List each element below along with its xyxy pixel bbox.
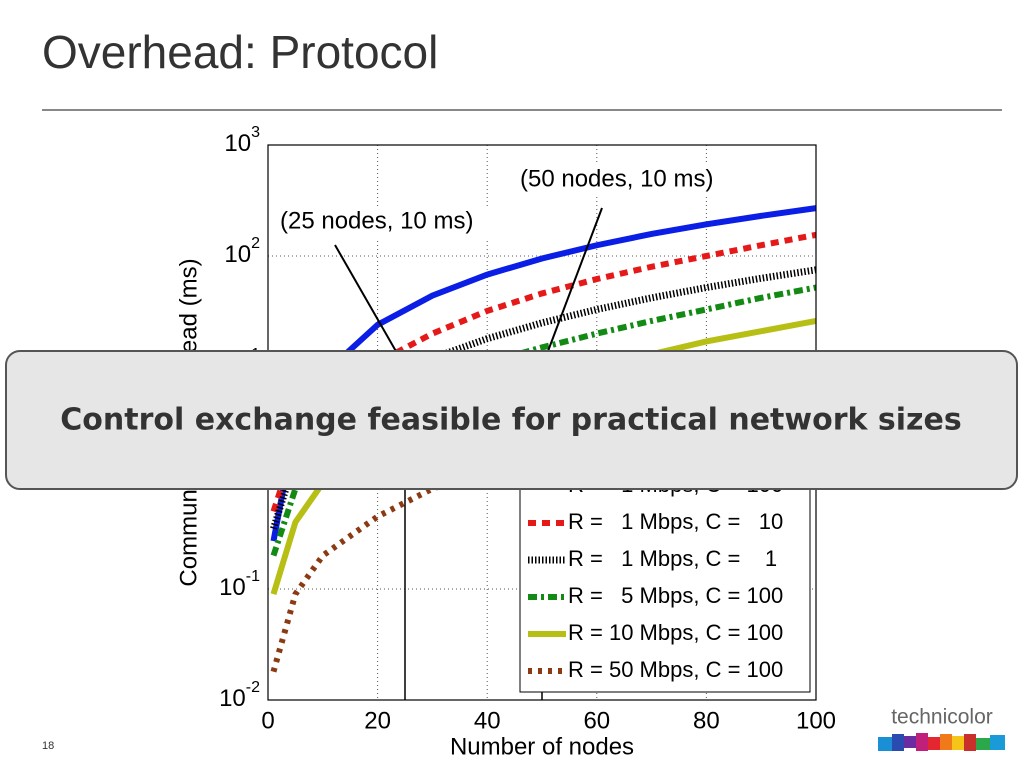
logo-text: technicolor	[891, 706, 993, 729]
tick-exponent: 3	[251, 124, 260, 141]
callout-text: Control exchange feasible for practical …	[60, 403, 961, 438]
legend-label: R = 5 Mbps, C = 100	[568, 583, 783, 608]
annotation-pointer	[334, 244, 406, 368]
series-line	[270, 266, 817, 530]
x-tick-label: 100	[796, 707, 836, 734]
annotation-box	[274, 206, 514, 238]
annotation-text: (25 nodes, 10 ms)	[280, 207, 473, 234]
legend-label: R = 10 Mbps, C = 100	[568, 620, 783, 645]
y-tick-label: 10-1	[219, 568, 260, 601]
tick-exponent: 2	[251, 235, 260, 252]
annotation-pointer	[541, 207, 603, 368]
y-tick-label: 10-2	[219, 679, 260, 712]
tick-exponent: -1	[246, 568, 260, 585]
y-tick-label: 102	[224, 235, 260, 268]
tick-base: 10	[219, 574, 246, 601]
x-tick-label: 40	[474, 707, 501, 734]
tick-exponent: -2	[246, 679, 260, 696]
tick-base: 10	[224, 130, 251, 157]
x-tick-label: 0	[261, 707, 274, 734]
legend-label: R = 1 Mbps, C = 1	[568, 546, 777, 571]
y-tick-label: 103	[224, 124, 260, 157]
tick-base: 10	[224, 241, 251, 268]
x-tick-label: 60	[583, 707, 610, 734]
annotation-box	[514, 164, 754, 196]
legend-label: R = 50 Mbps, C = 100	[568, 657, 783, 682]
annotation-text: (50 nodes, 10 ms)	[520, 165, 713, 192]
tick-base: 10	[219, 685, 246, 712]
slide-title: Overhead: Protocol	[42, 26, 438, 78]
callout-box	[5, 350, 1018, 490]
overlay: Control exchange feasible for practical …	[5, 350, 1018, 752]
x-axis-label: Number of nodes	[450, 733, 634, 760]
x-tick-label: 80	[693, 707, 720, 734]
page-number: 18	[42, 740, 54, 752]
legend-label: R = 1 Mbps, C = 10	[568, 509, 783, 534]
logo-bar	[878, 733, 1005, 751]
x-tick-label: 20	[364, 707, 391, 734]
legend-box	[519, 465, 811, 693]
